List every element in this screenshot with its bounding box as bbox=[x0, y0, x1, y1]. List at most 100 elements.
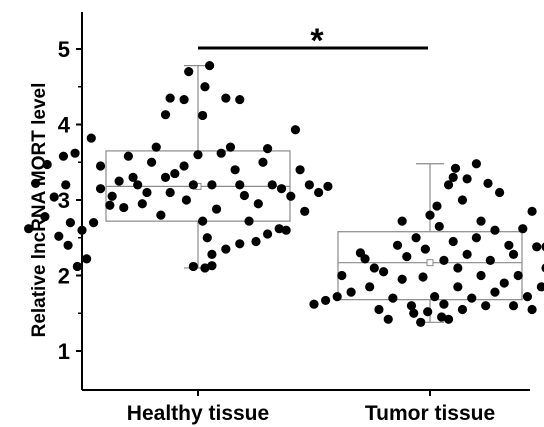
data-point bbox=[471, 233, 481, 243]
data-point bbox=[457, 304, 468, 315]
data-point bbox=[295, 165, 305, 175]
data-point bbox=[165, 93, 175, 103]
data-point bbox=[471, 159, 481, 169]
data-point bbox=[207, 249, 217, 259]
data-point bbox=[274, 224, 284, 234]
data-point bbox=[290, 125, 301, 135]
data-point bbox=[188, 180, 198, 190]
data-point bbox=[476, 216, 486, 226]
y-tick-label: 1 bbox=[58, 339, 70, 364]
data-point bbox=[304, 180, 314, 190]
data-point bbox=[267, 180, 277, 190]
data-point bbox=[300, 206, 310, 216]
data-point bbox=[40, 212, 50, 222]
data-point bbox=[360, 254, 370, 264]
data-point bbox=[420, 244, 430, 254]
data-point bbox=[443, 180, 454, 190]
y-tick-label: 2 bbox=[58, 264, 70, 289]
data-point bbox=[184, 67, 194, 77]
data-point bbox=[402, 252, 412, 262]
data-point bbox=[508, 249, 519, 259]
data-point bbox=[321, 295, 331, 306]
data-point bbox=[263, 144, 273, 154]
data-point bbox=[198, 110, 208, 121]
data-point bbox=[82, 254, 92, 264]
data-point bbox=[253, 199, 263, 209]
data-point bbox=[485, 255, 495, 265]
data-point bbox=[518, 224, 528, 234]
data-point bbox=[30, 178, 41, 188]
data-point bbox=[532, 242, 542, 252]
data-point bbox=[107, 191, 117, 201]
data-point bbox=[42, 159, 52, 170]
y-tick-label: 4 bbox=[58, 113, 71, 138]
data-point bbox=[432, 201, 442, 211]
data-point bbox=[527, 206, 537, 216]
data-point bbox=[439, 255, 449, 265]
data-point bbox=[434, 221, 444, 232]
data-point bbox=[495, 187, 505, 198]
data-point bbox=[369, 263, 379, 273]
data-point bbox=[123, 151, 133, 161]
data-point bbox=[77, 225, 87, 235]
data-point bbox=[346, 287, 356, 297]
mean-marker bbox=[426, 259, 434, 267]
data-point bbox=[216, 148, 226, 158]
data-point bbox=[133, 180, 143, 190]
data-point bbox=[453, 282, 463, 292]
data-point bbox=[430, 292, 440, 302]
data-point bbox=[423, 307, 433, 317]
data-point bbox=[72, 261, 82, 272]
data-point bbox=[211, 204, 222, 214]
data-point bbox=[383, 314, 393, 324]
data-point bbox=[490, 287, 500, 297]
data-point bbox=[221, 244, 231, 254]
data-point bbox=[225, 142, 236, 152]
data-point bbox=[309, 299, 319, 309]
significance-star: * bbox=[310, 22, 324, 60]
data-point bbox=[397, 216, 407, 226]
data-point bbox=[65, 218, 75, 228]
data-point bbox=[263, 229, 273, 239]
data-point bbox=[397, 274, 407, 284]
data-point bbox=[49, 192, 59, 202]
data-point bbox=[160, 172, 171, 182]
data-point bbox=[235, 239, 245, 249]
data-point bbox=[392, 240, 403, 250]
data-point bbox=[453, 263, 463, 273]
data-point bbox=[54, 231, 64, 241]
data-point bbox=[198, 216, 208, 226]
data-point bbox=[388, 293, 398, 303]
scatter-points-layer bbox=[24, 61, 544, 327]
y-tick-labels: 1 2 3 4 5 bbox=[58, 37, 71, 364]
data-point bbox=[188, 261, 198, 272]
y-axis-label: Relative lncRNA MORT level bbox=[29, 83, 50, 338]
data-point bbox=[522, 292, 533, 302]
data-point bbox=[147, 157, 157, 167]
data-point bbox=[425, 210, 435, 220]
data-point bbox=[137, 199, 147, 209]
axes bbox=[76, 12, 530, 396]
data-point bbox=[179, 94, 189, 105]
data-point bbox=[200, 82, 210, 92]
data-point bbox=[70, 148, 80, 158]
data-point bbox=[207, 261, 217, 271]
data-point bbox=[443, 314, 454, 324]
data-point bbox=[200, 263, 210, 273]
data-point bbox=[365, 282, 375, 292]
data-point bbox=[207, 180, 217, 190]
data-point bbox=[527, 304, 537, 315]
data-point bbox=[332, 292, 342, 302]
data-point bbox=[467, 293, 477, 303]
box-iqr bbox=[337, 231, 523, 301]
data-point bbox=[286, 191, 296, 201]
data-point bbox=[450, 163, 461, 173]
data-point bbox=[235, 180, 245, 190]
data-point bbox=[481, 301, 491, 311]
data-point bbox=[541, 242, 544, 251]
data-point bbox=[462, 174, 472, 184]
data-point bbox=[504, 240, 514, 250]
box-plot-layer bbox=[105, 65, 523, 323]
data-point bbox=[244, 216, 254, 226]
